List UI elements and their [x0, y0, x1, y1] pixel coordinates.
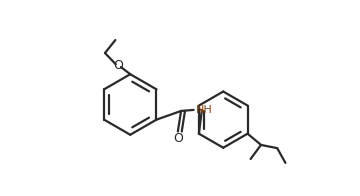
Text: O: O — [113, 60, 123, 73]
Text: O: O — [173, 132, 183, 144]
Text: NH: NH — [196, 105, 213, 115]
